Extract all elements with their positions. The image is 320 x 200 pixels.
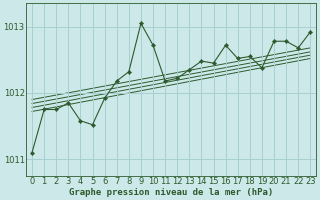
X-axis label: Graphe pression niveau de la mer (hPa): Graphe pression niveau de la mer (hPa) — [69, 188, 273, 197]
